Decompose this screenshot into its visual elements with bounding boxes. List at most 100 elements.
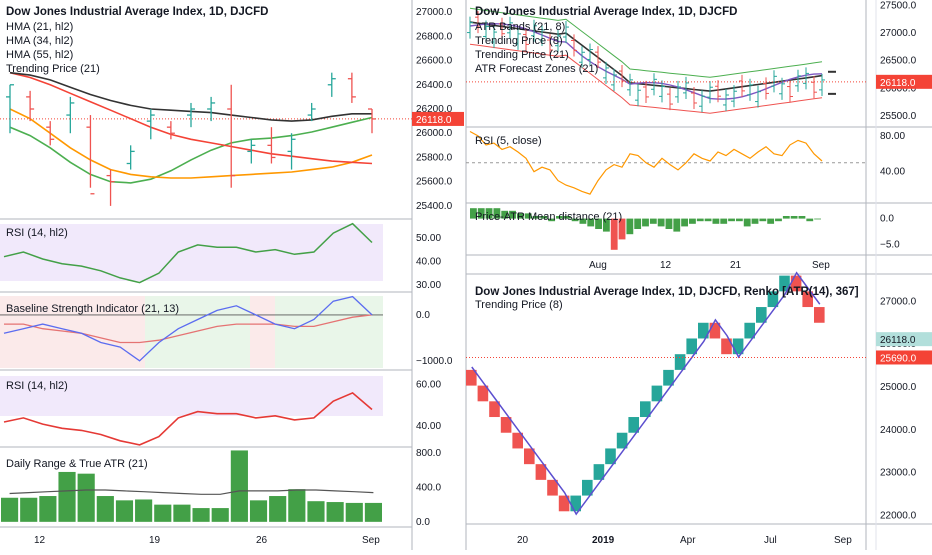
rsi2-tick: 40.00: [416, 421, 441, 432]
bsi-red-zone-2: [250, 296, 275, 368]
atr-dist-bar: [775, 218, 782, 222]
right-top-tick: 26500.0: [880, 56, 917, 67]
atr-dist-bar: [509, 210, 516, 219]
renko-brick: [605, 448, 616, 465]
atr-band-lower: [469, 43, 823, 114]
range-bar: [154, 504, 172, 522]
atr-dist-bar: [767, 218, 775, 224]
atr-dist-bar: [806, 218, 814, 222]
atr-dist-bar: [728, 218, 735, 222]
atr-dist-bar: [649, 218, 657, 224]
renko-brick: [674, 354, 686, 370]
bsi-tick: −1000.0: [416, 356, 453, 367]
left-x-label: Sep: [362, 535, 380, 546]
atr-dist-bar: [689, 218, 696, 224]
left-price-tick: 25600.0: [416, 177, 453, 188]
renko-tick: 24000.0: [880, 425, 917, 436]
renko-brick: [802, 291, 813, 308]
atr-dist-bar: [477, 208, 485, 219]
renko-brick: [756, 307, 767, 323]
left-x-label: 26: [256, 535, 268, 546]
rsi1-tick: 30.00: [416, 280, 441, 291]
renko-brick: [570, 495, 581, 512]
range-bar: [345, 502, 363, 522]
atr-dist-bar: [681, 218, 689, 227]
right-top-tick: 27000.0: [880, 28, 917, 39]
range-bar: [96, 496, 114, 522]
right-legend-trend8: Trending Price (8): [475, 35, 563, 47]
renko-level-label: 25690.0: [880, 353, 917, 364]
renko-brick: [466, 369, 477, 386]
atr-dist-bar: [735, 218, 743, 222]
renko-brick: [593, 464, 605, 480]
atr-dist-bar: [610, 218, 618, 250]
range-bar: [211, 508, 229, 522]
atr-dist-bar: [704, 218, 712, 222]
atr-dist-bar: [759, 218, 767, 222]
renko-brick: [721, 338, 732, 355]
left-x-label: 19: [149, 535, 161, 546]
atr-dist-bar: [563, 216, 571, 219]
range-tick: 800.0: [416, 448, 441, 459]
series-line-1: [9, 108, 373, 179]
renko-brick: [640, 401, 651, 418]
right-rsi5-pane: 80.00 40.00: [466, 131, 905, 195]
renko-brick: [814, 307, 825, 323]
right-top-tick: 26000.0: [880, 83, 917, 94]
atr-dist-bar: [595, 218, 602, 229]
renko-brick: [767, 291, 779, 308]
renko-brick: [663, 369, 674, 386]
atr-x-label: 21: [730, 260, 742, 271]
renko-brick: [477, 385, 489, 402]
atr-dist-bar: [790, 216, 798, 219]
left-rsi2-pane: 60.00 40.00: [3, 380, 441, 446]
renko-x-label: 2019: [592, 535, 615, 546]
left-legend-hma34: HMA (34, hl2): [6, 35, 73, 47]
right-atr-distance-pane: 0.0 −5.0 Aug 12 21 Sep: [470, 208, 900, 271]
range-bar: [135, 499, 153, 522]
left-legend-hma21: HMA (21, hl2): [6, 21, 73, 33]
left-price-tick: 25400.0: [416, 201, 453, 212]
atr-dist-bar: [579, 218, 587, 224]
renko-brick: [790, 275, 802, 292]
left-price-tick: 25800.0: [416, 152, 453, 163]
atr-dist-bar: [696, 218, 704, 222]
renko-pane: 27000.026000.025000.024000.023000.022000…: [466, 271, 932, 546]
right-top-pane: 27500.0 27000.0 26500.0 26000.0 25500.0 26118…: [466, 1, 932, 122]
atr-dist-bar: [751, 218, 759, 224]
bsi-blue-line: [3, 295, 373, 362]
renko-x-label: Sep: [834, 535, 852, 546]
atr-dist-bar: [485, 208, 493, 219]
left-price-tick: 27000.0: [416, 7, 453, 18]
last-price-label-box: [412, 111, 464, 126]
series-line-2: [9, 71, 373, 165]
renko-brick: [628, 417, 639, 433]
atr-dist-bar: [532, 216, 540, 219]
atr-dist-bar: [587, 218, 595, 227]
left-x-label: 12: [34, 535, 46, 546]
atr-dist-bar: [782, 216, 790, 219]
renko-tick: 27000.0: [880, 296, 917, 307]
range-bar: [115, 500, 134, 522]
atr-dist-bar: [657, 218, 665, 227]
range-bar: [269, 496, 287, 522]
rsi5-tick: 80.00: [880, 131, 905, 142]
atr-x-label: Aug: [589, 260, 607, 271]
right-last-price-box: [876, 74, 932, 89]
renko-brick: [524, 448, 535, 465]
left-price-title: Dow Jones Industrial Average Index, 1D, …: [6, 6, 268, 18]
atr-dist-bar: [712, 218, 720, 224]
range-bar: [20, 497, 38, 522]
atr-dist-bar: [571, 218, 579, 222]
rsi2-line: [3, 391, 373, 446]
atr-dist-bar: [556, 216, 563, 219]
left-price-tick: 26200.0: [416, 104, 453, 115]
renko-x-label: Jul: [764, 535, 777, 546]
renko-tick: 25000.0: [880, 382, 917, 393]
range-bar: [364, 502, 382, 522]
range-bar: [249, 500, 268, 522]
renko-x-label: 20: [517, 535, 529, 546]
renko-brick: [744, 322, 755, 339]
atr-dist-bar: [720, 218, 728, 224]
